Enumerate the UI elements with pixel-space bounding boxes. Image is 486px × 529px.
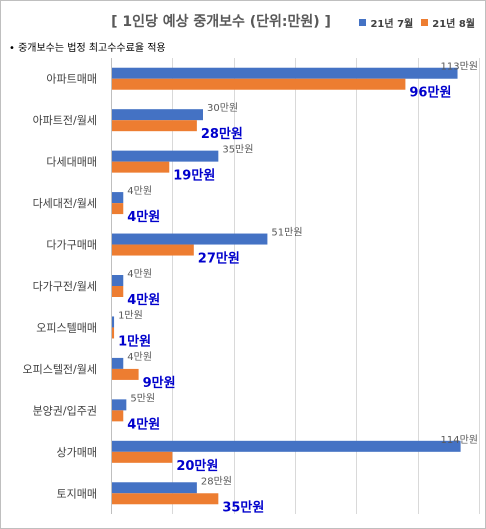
data-label-jul: 51만원 [271, 227, 302, 239]
chart-title: [ 1인당 예상 중개보수 (단위:만원) ] [111, 14, 331, 30]
data-label-aug: 35만원 [222, 499, 264, 515]
category-label: 다세대매매 [46, 156, 97, 169]
data-label-aug: 20만원 [176, 458, 218, 474]
data-label-aug: 4만원 [127, 292, 160, 308]
data-label-jul: 4만원 [127, 185, 152, 197]
bar-aug [112, 244, 194, 256]
bar-jul [112, 316, 115, 328]
data-label-aug: 1만원 [118, 333, 151, 349]
chart-note: • 중개보수는 법정 최고수수료율 적용 [9, 43, 166, 54]
data-label-jul: 5만원 [130, 392, 155, 404]
bar-jul [112, 482, 197, 494]
category-label: 다가구전/월세 [33, 280, 97, 293]
category-label: 오피스텔전/월세 [22, 363, 97, 376]
data-label-aug: 9만원 [143, 375, 176, 391]
category-label: 아파트매매 [46, 73, 97, 86]
bar-jul [112, 275, 124, 286]
category-label: 아파트전/월세 [33, 114, 97, 127]
bar-aug [112, 161, 170, 173]
category-label: 분양권/입주권 [33, 404, 97, 417]
data-label-jul: 28만원 [201, 475, 232, 487]
data-label-aug: 27만원 [198, 251, 240, 267]
category-label: 상가매매 [57, 446, 97, 459]
legend-label-aug: 21년 8월 [432, 19, 475, 30]
legend-item-jul: 21년 7월 [359, 15, 413, 30]
data-label-aug: 28만원 [201, 126, 243, 142]
data-label-aug: 19만원 [173, 168, 215, 184]
legend-swatch-jul [359, 19, 367, 26]
bar-jul [112, 233, 268, 245]
data-label-jul: 4만원 [127, 268, 152, 280]
data-label-jul: 1만원 [118, 309, 143, 321]
bar-jul [112, 109, 203, 121]
data-label-jul: 35만원 [222, 144, 253, 156]
category-label: 토지매매 [57, 487, 97, 500]
bar-aug [112, 327, 115, 339]
category-label: 다세대전/월세 [33, 197, 97, 210]
bar-jul [112, 399, 127, 411]
bar-jul [112, 192, 124, 204]
legend-swatch-aug [421, 19, 429, 26]
bar-aug [112, 286, 124, 297]
bar-aug [112, 493, 219, 505]
bar-aug [112, 120, 197, 132]
data-label-jul: 113만원 [441, 61, 479, 73]
category-label: 오피스텔매매 [36, 321, 97, 334]
bar-jul [112, 357, 124, 369]
data-label-jul: 114만원 [441, 434, 479, 446]
bar-aug [112, 451, 173, 463]
data-label-aug: 96만원 [409, 85, 451, 101]
category-label: 다가구매매 [46, 239, 97, 252]
bar-aug [112, 368, 139, 380]
bar-jul [112, 67, 458, 79]
data-label-jul: 30만원 [207, 102, 238, 114]
bar-jul [112, 150, 219, 162]
bar-aug [112, 410, 124, 422]
data-label-jul: 4만원 [127, 351, 152, 363]
legend: 21년 7월 21년 8월 [359, 15, 475, 30]
bar-aug [112, 203, 124, 215]
bar-jul [112, 440, 461, 452]
data-label-aug: 4만원 [127, 209, 160, 225]
legend-item-aug: 21년 8월 [421, 15, 475, 30]
bar-aug [112, 78, 406, 90]
legend-label-jul: 21년 7월 [370, 19, 414, 30]
data-label-aug: 4만원 [127, 416, 160, 432]
